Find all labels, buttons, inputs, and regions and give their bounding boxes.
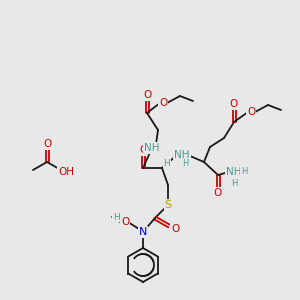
Text: O: O xyxy=(139,145,147,155)
Text: N: N xyxy=(139,227,147,237)
Text: O: O xyxy=(171,224,179,234)
Text: NH: NH xyxy=(144,143,160,153)
Text: H: H xyxy=(231,178,237,188)
Text: O: O xyxy=(159,98,167,108)
Text: NH: NH xyxy=(174,150,190,160)
Text: O: O xyxy=(214,188,222,198)
Text: O: O xyxy=(143,90,151,100)
Text: H: H xyxy=(164,158,170,167)
Text: O: O xyxy=(121,217,129,227)
Text: H: H xyxy=(112,212,119,221)
Text: S: S xyxy=(164,200,172,210)
Text: O: O xyxy=(43,139,51,149)
Text: H: H xyxy=(241,167,247,176)
Text: NH: NH xyxy=(226,167,242,177)
Text: O: O xyxy=(230,99,238,109)
Text: OH: OH xyxy=(58,167,74,177)
Text: O: O xyxy=(247,107,255,117)
Text: H: H xyxy=(182,158,188,167)
